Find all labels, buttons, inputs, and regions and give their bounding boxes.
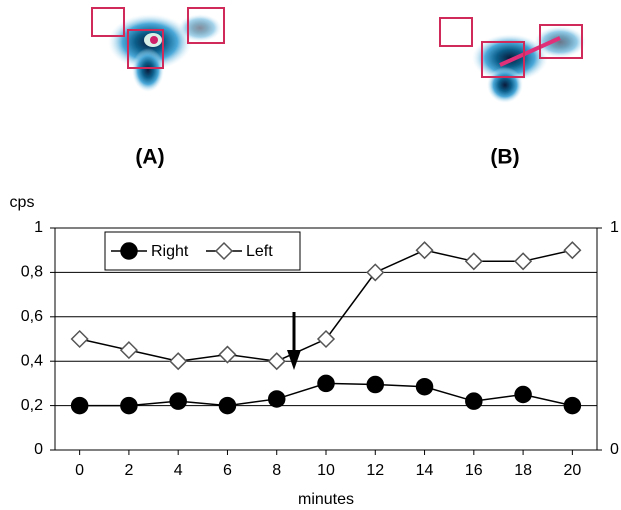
x-tick-label: 6 (223, 462, 232, 479)
x-tick-label: 16 (465, 462, 483, 479)
y2-tick-label: 1 (610, 219, 619, 236)
legend-marker (120, 242, 138, 260)
marker (366, 263, 385, 282)
marker (563, 241, 582, 260)
marker (464, 252, 483, 271)
marker (218, 396, 237, 415)
marker (415, 241, 434, 260)
marker (120, 396, 138, 415)
marker (465, 392, 483, 410)
x-tick-label: 2 (124, 462, 133, 479)
panel-label: (B) (490, 146, 519, 169)
x-tick-label: 14 (416, 462, 434, 479)
y-tick-label: 1 (34, 219, 43, 236)
y-tick-label: 0,8 (21, 264, 43, 281)
x-tick-label: 18 (514, 462, 532, 479)
marker (415, 377, 434, 396)
y2-tick-label: 0 (610, 441, 619, 458)
marker (169, 352, 188, 371)
x-tick-label: 8 (272, 462, 281, 479)
marker (514, 385, 532, 404)
marker (317, 374, 335, 393)
marker (119, 341, 138, 360)
marker (267, 390, 286, 408)
marker (218, 345, 237, 364)
y-tick-label: 0,4 (21, 352, 43, 369)
x-tick-label: 4 (174, 462, 183, 479)
marker (169, 392, 187, 410)
y-tick-label: 0,2 (21, 397, 43, 414)
y-tick-label: 0,6 (21, 308, 43, 325)
panel-label: (A) (135, 146, 164, 169)
marker (366, 375, 385, 394)
marker (70, 396, 89, 415)
x-axis-label: minutes (298, 491, 354, 508)
marker (316, 329, 336, 349)
y-tick-label: 0 (34, 441, 43, 458)
x-tick-label: 12 (366, 462, 384, 479)
legend-marker (214, 241, 234, 261)
image-panel-a (91, 7, 225, 92)
x-tick-label: 20 (563, 462, 581, 479)
marker (70, 329, 89, 349)
marker (563, 396, 582, 415)
legend-label: Right (151, 243, 189, 260)
marker (514, 252, 533, 271)
legend-label: Left (246, 243, 273, 260)
image-panel-b (439, 17, 586, 103)
y-axis-label: cps (10, 194, 35, 211)
x-tick-label: 10 (317, 462, 335, 479)
marker (267, 352, 286, 371)
x-tick-label: 0 (75, 462, 84, 479)
